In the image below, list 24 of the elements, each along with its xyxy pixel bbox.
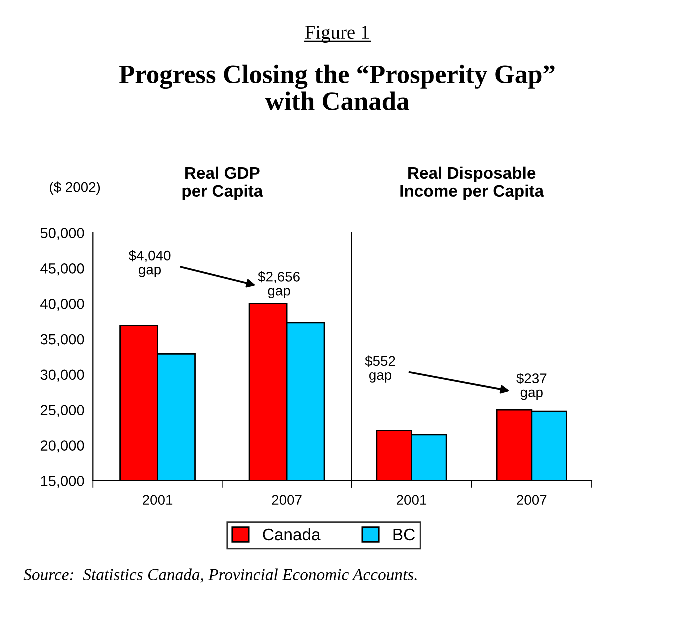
y-tick-label: 35,000 [40,334,84,346]
y-tick-label: 25,000 [40,405,84,418]
annotation: $552 gap [365,356,396,383]
annotation: $237 gap [516,373,547,400]
y-tick-label: 20,000 [40,440,84,453]
y-tick-label: 45,000 [40,264,84,276]
x-tick-label: 2007 [272,495,302,506]
caption: Figure 1 [305,26,370,44]
chart-title: Real GDP per Capita [182,166,264,200]
legend-label: BC [394,528,415,541]
legend-label: Canada [263,528,321,541]
y-tick-label: 30,000 [40,370,84,382]
chart-title: Real Disposable Income per Capita [400,166,544,200]
x-tick-label: 2001 [143,495,173,506]
text: Progress Closing the “Prosperity Gap” with Canada [119,64,555,110]
annotation: $4,040 gap [128,250,171,278]
annotation: $2,656 gap [258,271,300,299]
y-tick-label: 15,000 [41,476,84,488]
y-tick-label: 50,000 [40,228,84,240]
source-note: Source: Statistics Canada, Provincial Economic Accounts. [24,568,417,583]
y-tick-label: 40,000 [40,298,84,311]
x-tick-label: 2007 [517,495,547,506]
x-tick-label: 2001 [397,495,427,506]
y-axis-title: ($ 2002) [50,182,100,195]
